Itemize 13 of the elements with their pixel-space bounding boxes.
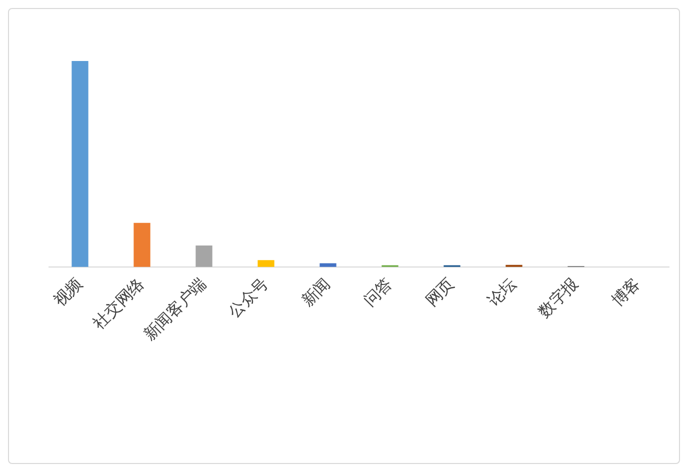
bar (134, 222, 150, 267)
x-tick-label: 论坛 (485, 275, 520, 310)
x-tick-label: 网页 (423, 275, 458, 310)
x-tick-label: 新闻 (298, 274, 334, 310)
bar (72, 61, 88, 267)
x-tick-label: 数字报 (535, 274, 582, 322)
bar (196, 246, 212, 267)
bar (320, 263, 336, 267)
x-tick-label: 公众号 (226, 275, 272, 322)
bar (258, 260, 274, 267)
x-tick-label: 博客 (608, 274, 644, 310)
x-tick-label: 视频 (50, 274, 86, 310)
x-tick-label: 问答 (360, 274, 396, 310)
